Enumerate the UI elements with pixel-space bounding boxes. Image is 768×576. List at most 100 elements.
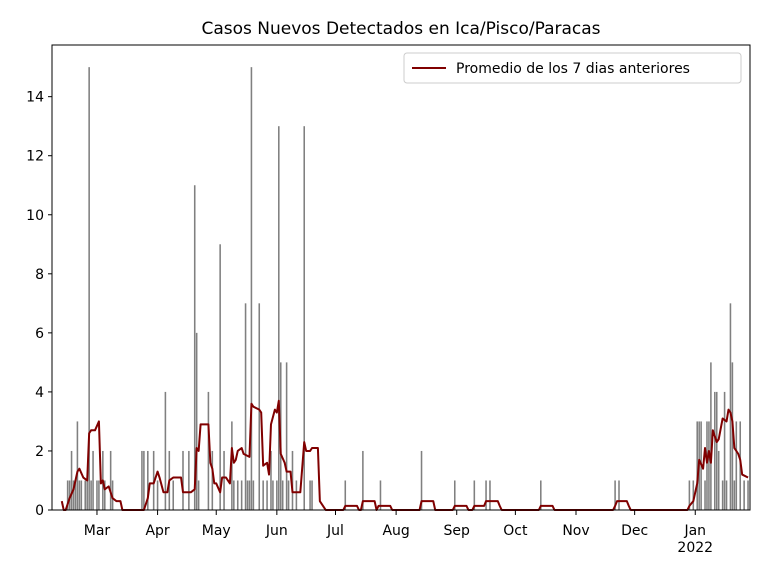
bar bbox=[182, 450, 184, 510]
bar bbox=[246, 480, 249, 510]
bar bbox=[141, 450, 143, 510]
bar bbox=[540, 480, 542, 510]
bar bbox=[618, 480, 620, 510]
bar bbox=[743, 480, 745, 510]
y-tick-label: 2 bbox=[35, 444, 44, 460]
bar bbox=[90, 480, 92, 510]
bar bbox=[143, 450, 145, 510]
bar bbox=[76, 421, 79, 510]
bar bbox=[309, 480, 311, 510]
bar bbox=[278, 126, 280, 510]
bar bbox=[272, 480, 274, 510]
bar bbox=[715, 391, 718, 510]
bar bbox=[723, 391, 726, 510]
bar bbox=[80, 480, 83, 510]
legend-label: Promedio de los 7 dias anteriores bbox=[456, 61, 690, 77]
x-tick-label: Mar bbox=[84, 523, 111, 539]
bar bbox=[473, 480, 476, 510]
bar bbox=[489, 480, 491, 510]
bar bbox=[252, 480, 255, 510]
bar bbox=[172, 480, 175, 510]
y-tick-label: 6 bbox=[35, 326, 44, 342]
bar bbox=[207, 391, 210, 510]
x-tick-label: Oct bbox=[503, 523, 528, 539]
bar bbox=[270, 450, 272, 510]
chart-title: Casos Nuevos Detectados en Ica/Pisco/Par… bbox=[201, 19, 600, 39]
bar bbox=[96, 480, 98, 510]
x-tick-label: Dec bbox=[621, 523, 648, 539]
bar bbox=[193, 185, 196, 510]
legend-box bbox=[403, 52, 742, 84]
bar bbox=[66, 480, 69, 510]
bar bbox=[164, 391, 167, 510]
bar bbox=[453, 480, 456, 510]
y-tick-label: 12 bbox=[26, 149, 44, 165]
bar bbox=[156, 480, 159, 510]
bar bbox=[710, 362, 712, 510]
bar bbox=[344, 480, 347, 510]
bar bbox=[92, 450, 94, 510]
bar bbox=[236, 480, 239, 510]
y-tick-label: 14 bbox=[26, 90, 44, 106]
bar bbox=[704, 480, 706, 510]
bar bbox=[688, 480, 691, 510]
x-tick-label: May bbox=[202, 523, 231, 539]
bar bbox=[244, 303, 247, 510]
bar bbox=[248, 480, 251, 510]
bar bbox=[98, 480, 100, 510]
y-tick-label: 0 bbox=[35, 503, 44, 519]
bar bbox=[708, 421, 710, 510]
bar bbox=[211, 450, 214, 510]
bar bbox=[70, 450, 73, 510]
bar bbox=[692, 480, 695, 510]
bar bbox=[614, 480, 616, 510]
bar bbox=[78, 480, 81, 510]
bar bbox=[747, 480, 749, 510]
bar bbox=[240, 480, 243, 510]
x-tick-label: Sep bbox=[444, 523, 471, 539]
bar bbox=[362, 450, 364, 510]
bar bbox=[725, 480, 728, 510]
bar bbox=[195, 332, 198, 510]
bar bbox=[311, 480, 313, 510]
bar bbox=[68, 480, 71, 510]
bar bbox=[86, 480, 88, 510]
x-tick-label: Nov bbox=[562, 523, 589, 539]
bar bbox=[379, 480, 382, 510]
bar bbox=[420, 450, 423, 510]
bar bbox=[219, 244, 221, 511]
bar bbox=[197, 480, 200, 510]
bar bbox=[250, 67, 253, 511]
y-tick-label: 10 bbox=[26, 208, 44, 224]
x-tick-label: Aug bbox=[382, 523, 409, 539]
bar bbox=[109, 450, 112, 510]
plot-frame bbox=[51, 44, 751, 511]
bar bbox=[262, 480, 264, 510]
bar bbox=[731, 362, 734, 510]
bar bbox=[303, 126, 306, 510]
bar bbox=[735, 421, 738, 510]
bar bbox=[696, 421, 698, 510]
x-tick-label: Jan 2022 bbox=[677, 523, 713, 556]
x-tick-label: Jul bbox=[326, 523, 344, 539]
bar bbox=[104, 480, 106, 510]
bar bbox=[714, 391, 716, 510]
bar bbox=[74, 480, 77, 510]
bar bbox=[285, 362, 288, 510]
bar bbox=[266, 480, 268, 510]
bar bbox=[291, 450, 294, 510]
bar bbox=[147, 450, 149, 510]
bar bbox=[84, 480, 87, 510]
bar bbox=[281, 480, 284, 510]
bar bbox=[706, 421, 708, 510]
legend: Promedio de los 7 dias anteriores bbox=[403, 52, 742, 84]
bar bbox=[223, 450, 225, 510]
x-tick-label: Jun bbox=[265, 523, 288, 539]
bar bbox=[729, 303, 732, 510]
bar bbox=[258, 303, 261, 510]
bar bbox=[717, 450, 720, 510]
bar bbox=[733, 480, 736, 510]
